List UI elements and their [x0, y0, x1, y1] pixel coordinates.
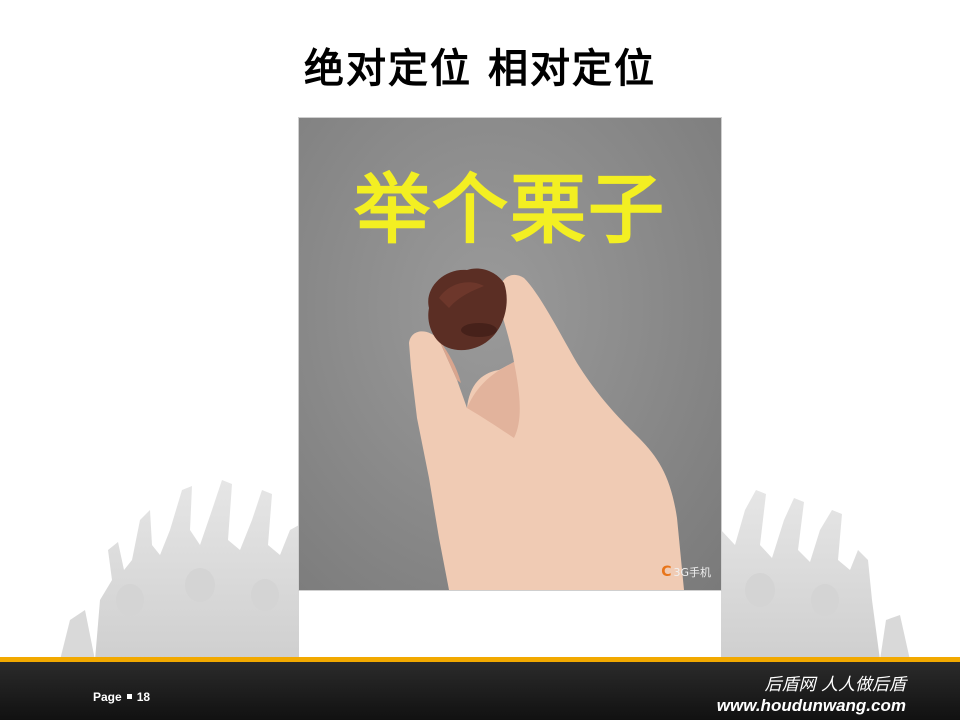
chestnut-photo: 举个栗子 C 3G手机	[299, 118, 721, 590]
bullet-separator-icon	[126, 694, 132, 700]
photo-watermark: C 3G手机	[661, 564, 711, 580]
slide-title: 绝对定位 相对定位	[304, 46, 656, 92]
page-label: Page	[93, 690, 122, 704]
watermark-logo: C	[661, 564, 672, 580]
footer-accent-bar	[0, 657, 960, 662]
watermark-text: 3G手机	[673, 566, 711, 579]
brand-block: 后盾网 人人做后盾 www.houdunwang.com	[717, 670, 906, 716]
page-indicator: Page 18	[93, 690, 150, 704]
crowd-silhouette-background	[60, 480, 910, 660]
photo-caption: 举个栗子	[354, 165, 666, 254]
page-number: 18	[136, 690, 151, 704]
hand-holding-chestnut-image	[409, 268, 684, 590]
brand-slogan: 后盾网 人人做后盾	[764, 675, 906, 695]
brand-url: www.houdunwang.com	[716, 696, 906, 715]
footer-bar: Page 18 后盾网 人人做后盾 www.houdunwang.com	[0, 662, 960, 720]
